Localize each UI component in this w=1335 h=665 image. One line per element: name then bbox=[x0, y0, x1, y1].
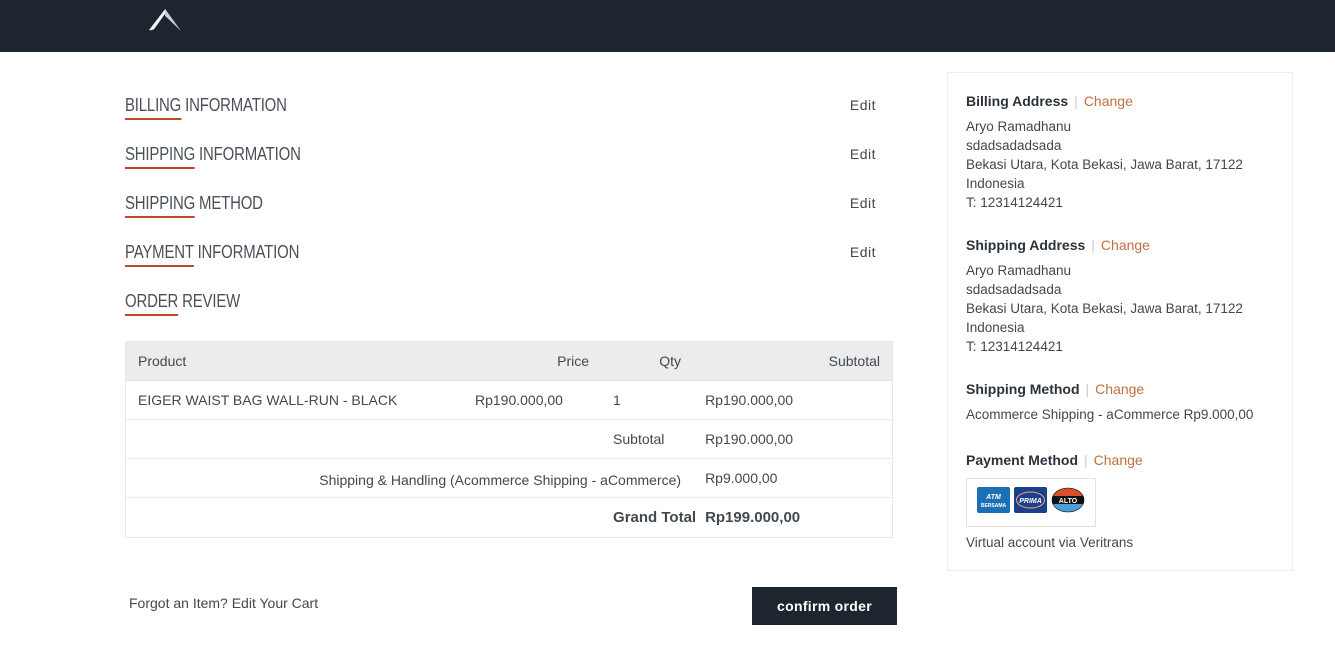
svg-text:BERSAMA: BERSAMA bbox=[981, 503, 1007, 509]
svg-text:ATM: ATM bbox=[985, 494, 1001, 501]
svg-text:PRIMA: PRIMA bbox=[1019, 498, 1042, 505]
svg-text:ALTO: ALTO bbox=[1059, 498, 1078, 505]
